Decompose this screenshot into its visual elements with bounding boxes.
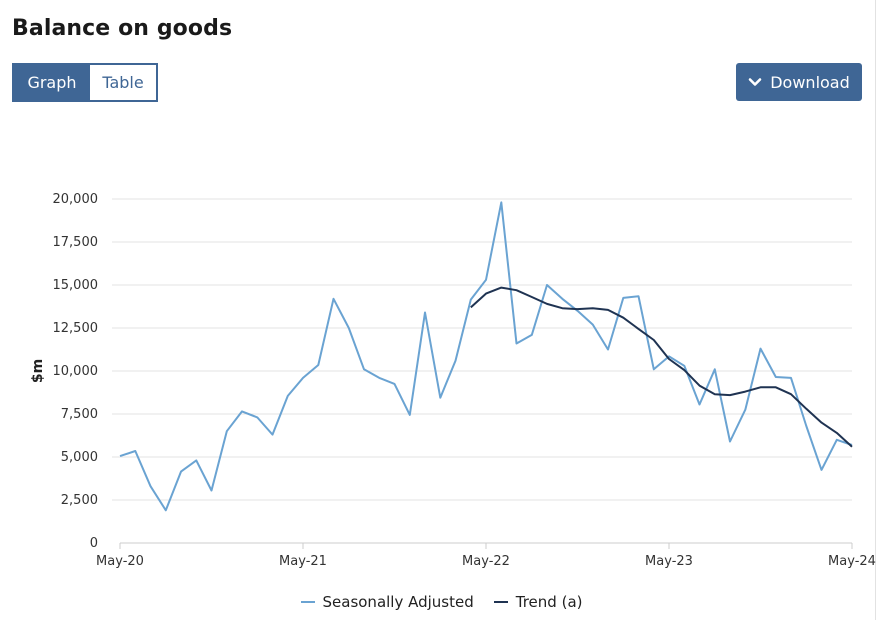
tab-table[interactable]: Table [90,65,156,100]
view-toggle: Graph Table [12,63,158,102]
series-line-seasonally-adjusted [119,201,853,512]
x-tick-label: May-20 [96,554,144,569]
legend-swatch-seasonally-adjusted [300,601,315,603]
x-tick-label: May-22 [462,554,510,569]
legend-item-trend: Trend (a) [493,593,583,611]
download-label: Download [770,72,850,92]
y-tick-label: 17,500 [53,235,99,250]
chevron-down-icon [748,75,762,89]
y-tick-label: 7,500 [61,407,98,422]
legend-label: Seasonally Adjusted [322,593,474,611]
series-line-trend [470,286,853,448]
x-tick-label: May-23 [645,554,693,569]
y-tick-label: 2,500 [61,493,98,508]
y-tick-label: 12,500 [53,321,99,336]
y-tick-label: 20,000 [53,192,99,207]
y-tick-label: 15,000 [53,278,99,293]
tab-graph[interactable]: Graph [14,65,90,100]
y-tick-label: 5,000 [61,450,98,465]
y-tick-label: 10,000 [53,364,99,379]
page-title: Balance on goods [12,16,233,41]
y-tick-label: 0 [90,536,98,551]
panel-divider [875,0,876,620]
gridlines [112,198,852,501]
download-button[interactable]: Download [736,63,862,101]
legend-label: Trend (a) [515,593,583,611]
x-tick-label: May-24 [828,554,876,569]
x-axis-ticks: May-20 May-21 May-22 May-23 May-24 [96,543,876,569]
legend-item-seasonally-adjusted: Seasonally Adjusted [300,593,474,611]
legend: Seasonally Adjusted Trend (a) [0,593,883,611]
legend-swatch-trend [493,601,508,603]
y-axis-label: $m [30,359,46,383]
series-lines [119,201,853,512]
y-axis-ticks: 0 2,500 5,000 7,500 10,000 12,500 15,000 17,500… [53,192,99,551]
x-tick-label: May-21 [279,554,327,569]
